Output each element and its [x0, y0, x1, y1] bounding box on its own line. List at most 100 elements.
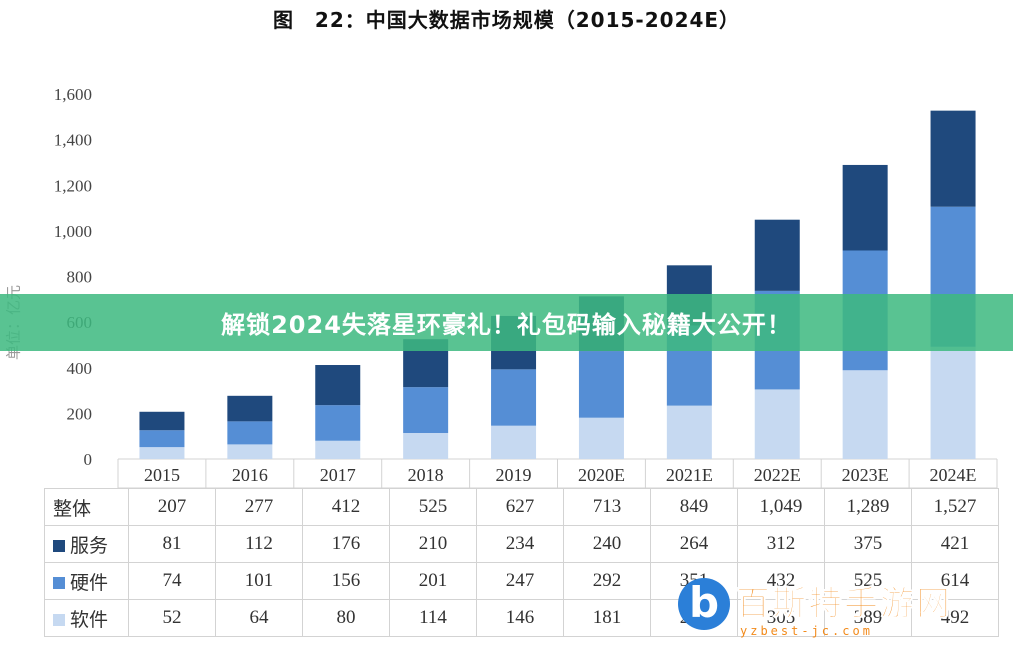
bar-segment-硬件: [403, 387, 449, 433]
y-tick-label: 0: [84, 450, 93, 469]
bar-segment-软件: [491, 425, 537, 459]
bar-segment-服务: [842, 164, 888, 251]
promo-banner-text: 解锁2024失落星环豪礼！礼包码输入秘籍大公开！: [221, 311, 792, 339]
table-cell: 234: [476, 525, 564, 563]
table-cell: 112: [215, 525, 303, 563]
table-cell: 146: [476, 599, 564, 637]
series-label: 服务: [70, 534, 109, 557]
legend-swatch: [53, 540, 65, 552]
table-cell: 849: [650, 488, 738, 526]
table-cell: 525: [824, 562, 912, 600]
bar-segment-软件: [930, 346, 976, 459]
table-cell: 277: [215, 488, 303, 526]
y-tick-label: 200: [67, 404, 93, 423]
table-cell: 292: [563, 562, 651, 600]
table-cell: 1,289: [824, 488, 912, 526]
table-cell: 80: [302, 599, 390, 637]
bar-segment-服务: [930, 110, 976, 207]
table-cell: 176: [302, 525, 390, 563]
table-cell: 114: [389, 599, 477, 637]
table-cell: 1,527: [911, 488, 999, 526]
table-cell: 201: [389, 562, 477, 600]
table-cell: 52: [128, 599, 216, 637]
bar-segment-软件: [842, 370, 888, 459]
site-watermark: b 百斯特手游网 yzbest-jc.com: [678, 574, 1008, 646]
chart-plot: 02004006008001,0001,2001,4001,6002015201…: [54, 85, 998, 489]
table-cell: 207: [128, 488, 216, 526]
table-cell: 713: [563, 488, 651, 526]
table-cell: 421: [911, 525, 999, 563]
table-cell: 614: [911, 562, 999, 600]
watermark-text: 百斯特手游网: [736, 584, 952, 625]
x-tick-label: 2015: [144, 465, 180, 485]
table-cell: 247: [476, 562, 564, 600]
table-cell: 74: [128, 562, 216, 600]
x-tick-label: 2022E: [754, 465, 801, 485]
x-tick-label: 2016: [232, 465, 268, 485]
y-tick-label: 400: [67, 359, 93, 378]
x-tick-label: 2018: [408, 465, 444, 485]
bar-segment-硬件: [227, 421, 273, 445]
table-row: 服务 81 112 176 210 234 240 264 312 375 421: [44, 525, 999, 563]
bar-segment-硬件: [578, 351, 624, 418]
table-cell: 525: [389, 488, 477, 526]
bar-segment-服务: [227, 395, 273, 422]
bar-segment-服务: [139, 411, 185, 431]
y-tick-label: 1,400: [54, 131, 92, 150]
bar-segment-软件: [578, 417, 624, 459]
table-cell: 492: [911, 599, 999, 637]
watermark-logo-icon: b: [678, 578, 730, 630]
watermark-url: yzbest-jc.com: [740, 624, 873, 638]
table-cell: 156: [302, 562, 390, 600]
table-cell: 240: [563, 525, 651, 563]
bar-segment-软件: [315, 440, 361, 459]
bar-segment-软件: [227, 444, 273, 459]
table-cell: 312: [737, 525, 825, 563]
table-row-header: 服务: [44, 525, 129, 563]
table-cell: 627: [476, 488, 564, 526]
table-cell: 210: [389, 525, 477, 563]
series-label: 整体: [53, 497, 92, 520]
y-tick-label: 1,600: [54, 85, 92, 104]
table-cell: 412: [302, 488, 390, 526]
bar-segment-硬件: [315, 405, 361, 441]
table-cell: 101: [215, 562, 303, 600]
y-tick-label: 800: [67, 268, 93, 287]
table-row-header: 软件: [44, 599, 129, 637]
x-tick-label: 2020E: [578, 465, 625, 485]
bar-segment-服务: [315, 365, 361, 406]
table-cell: 305: [737, 599, 825, 637]
legend-swatch: [53, 577, 65, 589]
bar-segment-软件: [403, 432, 449, 459]
x-tick-label: 2021E: [666, 465, 713, 485]
y-tick-label: 1,200: [54, 176, 92, 195]
table-cell: 375: [824, 525, 912, 563]
bar-segment-软件: [754, 389, 800, 459]
bar-segment-软件: [139, 447, 185, 459]
chart-title: 图 22：中国大数据市场规模（2015-2024E）: [272, 8, 741, 32]
series-label: 硬件: [70, 571, 109, 594]
table-row: 整体 207 277 412 525 627 713 849 1,049 1,289 1,527: [44, 488, 999, 526]
y-tick-label: 1,000: [54, 222, 92, 241]
series-label: 软件: [70, 608, 109, 631]
table-cell: 81: [128, 525, 216, 563]
x-tick-label: 2024E: [930, 465, 977, 485]
table-cell: 64: [215, 599, 303, 637]
table-cell: 1,049: [737, 488, 825, 526]
bar-segment-服务: [754, 219, 800, 291]
x-tick-label: 2019: [496, 465, 532, 485]
table-cell: 389: [824, 599, 912, 637]
table-cell: 181: [563, 599, 651, 637]
x-tick-label: 2017: [320, 465, 356, 485]
x-tick-label: 2023E: [842, 465, 889, 485]
promo-banner[interactable]: 解锁2024失落星环豪礼！礼包码输入秘籍大公开！: [0, 294, 1013, 351]
bar-segment-硬件: [491, 369, 537, 426]
table-cell: 264: [650, 525, 738, 563]
bar-segment-软件: [666, 405, 712, 459]
table-row-header: 整体: [44, 488, 129, 526]
legend-swatch: [53, 614, 65, 626]
data-table: 整体 207 277 412 525 627 713 849 1,049 1,289 1,527 服务…: [44, 488, 999, 637]
table-row-header: 硬件: [44, 562, 129, 600]
bar-segment-硬件: [139, 430, 185, 448]
table-row: 软件526480114146181234305389492: [44, 599, 999, 637]
